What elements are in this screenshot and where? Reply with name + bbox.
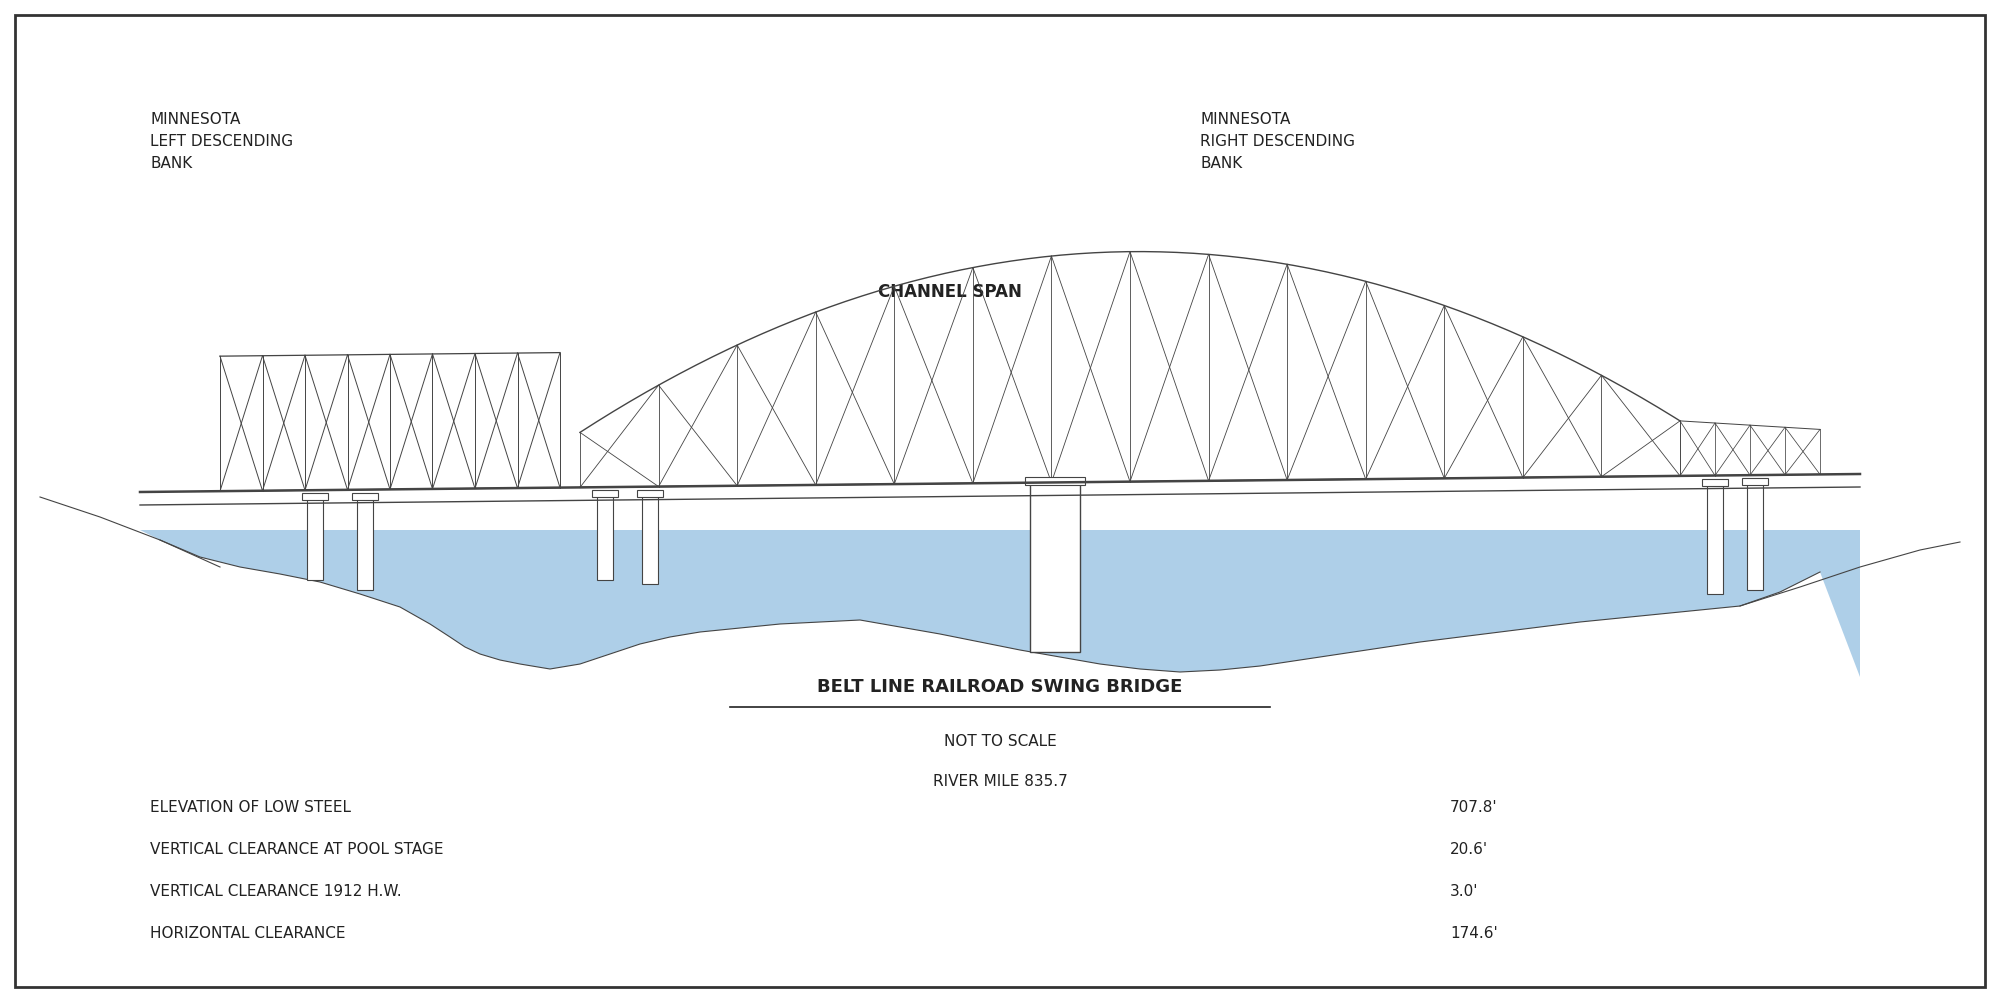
Bar: [1024, 477, 1084, 485]
Bar: [1702, 479, 1728, 486]
Text: VERTICAL CLEARANCE AT POOL STAGE: VERTICAL CLEARANCE AT POOL STAGE: [150, 842, 444, 857]
Text: VERTICAL CLEARANCE 1912 H.W.: VERTICAL CLEARANCE 1912 H.W.: [150, 884, 402, 899]
Text: RIVER MILE 835.7: RIVER MILE 835.7: [932, 775, 1068, 790]
Bar: [642, 492, 658, 584]
Bar: [1742, 478, 1768, 485]
Text: CHANNEL SPAN: CHANNEL SPAN: [878, 283, 1022, 301]
Text: ELEVATION OF LOW STEEL: ELEVATION OF LOW STEEL: [150, 800, 352, 815]
Bar: [1030, 482, 1080, 652]
Text: MINNESOTA
LEFT DESCENDING
BANK: MINNESOTA LEFT DESCENDING BANK: [150, 112, 294, 171]
Bar: [596, 492, 612, 580]
Bar: [356, 495, 372, 590]
Bar: [302, 493, 328, 500]
Text: 20.6': 20.6': [1450, 842, 1488, 857]
Text: HORIZONTAL CLEARANCE: HORIZONTAL CLEARANCE: [150, 926, 346, 941]
Text: NOT TO SCALE: NOT TO SCALE: [944, 734, 1056, 749]
Text: 3.0': 3.0': [1450, 884, 1478, 899]
Bar: [592, 490, 618, 497]
Polygon shape: [140, 530, 1860, 677]
Text: MINNESOTA
RIGHT DESCENDING
BANK: MINNESOTA RIGHT DESCENDING BANK: [1200, 112, 1356, 171]
Bar: [636, 490, 664, 497]
Text: BELT LINE RAILROAD SWING BRIDGE: BELT LINE RAILROAD SWING BRIDGE: [818, 678, 1182, 696]
Bar: [308, 495, 324, 580]
Bar: [352, 493, 378, 500]
Text: 707.8': 707.8': [1450, 800, 1498, 815]
Bar: [1708, 481, 1724, 594]
Bar: [1748, 480, 1764, 590]
Text: 174.6': 174.6': [1450, 926, 1498, 941]
